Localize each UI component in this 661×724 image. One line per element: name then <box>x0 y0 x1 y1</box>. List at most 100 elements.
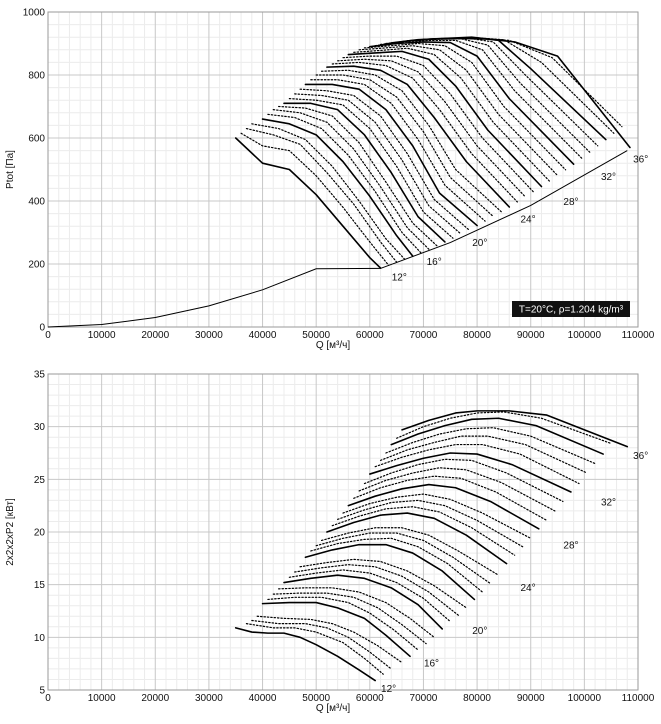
blade-angle-curve <box>347 50 543 188</box>
y-tick-label: 20 <box>34 528 46 539</box>
blade-angle-curve <box>272 592 427 645</box>
blade-angle-curve <box>320 527 500 576</box>
power-plot-frame <box>47 373 639 691</box>
blade-angle-curve <box>406 37 631 149</box>
blade-angle-curve <box>358 45 559 177</box>
blade-angle-curve <box>245 623 384 675</box>
x-tick-label: 30000 <box>195 330 223 341</box>
blade-angle-curve <box>358 467 556 512</box>
x-tick-label: 90000 <box>517 330 545 341</box>
x-tick-label: 90000 <box>517 693 545 704</box>
blade-angle-curve <box>315 532 492 585</box>
blade-angle-curve <box>369 452 572 493</box>
blade-angle-label: 24° <box>520 214 535 225</box>
blade-angle-curve <box>310 537 484 593</box>
y-tick-label: 400 <box>28 197 45 208</box>
blade-angle-curve <box>374 443 580 485</box>
system-resistance-curve <box>47 150 628 328</box>
blade-angle-curve <box>401 410 629 448</box>
blade-angle-curve <box>294 564 459 616</box>
x-tick-label: 0 <box>45 693 51 704</box>
blade-angle-curve <box>240 132 390 266</box>
y-tick-label: 30 <box>34 422 46 433</box>
x-tick-label: 40000 <box>249 330 277 341</box>
blade-angle-curve <box>347 483 540 530</box>
x-axis-label: Q [м³/ч] <box>316 340 351 351</box>
blade-angle-curve <box>342 493 532 539</box>
blade-angle-curve <box>363 458 564 503</box>
blade-angle-curve <box>304 543 476 601</box>
blade-angle-curve <box>326 65 511 208</box>
x-tick-label: 10000 <box>88 330 116 341</box>
x-tick-label: 110000 <box>622 330 655 341</box>
blade-angle-curve <box>283 574 444 630</box>
blade-angle-curve <box>385 37 599 147</box>
conditions-box <box>512 301 630 317</box>
x-tick-label: 60000 <box>356 693 384 704</box>
y-axis-label: 2x2x2xP2 [кВт] <box>5 498 16 566</box>
blade-angle-curve <box>396 411 612 445</box>
blade-angle-curve <box>379 435 588 474</box>
y-tick-label: 35 <box>34 370 46 381</box>
blade-angle-label: 16° <box>427 257 442 268</box>
power-curves <box>234 410 629 682</box>
y-axis-label: Ptot [Па] <box>5 150 16 189</box>
blade-angle-curve <box>294 93 462 235</box>
blade-angle-curve <box>315 74 494 218</box>
x-tick-label: 40000 <box>249 693 277 704</box>
blade-angle-curve <box>278 105 438 247</box>
y-tick-label: 200 <box>28 260 45 271</box>
x-tick-label: 10000 <box>88 693 116 704</box>
blade-angle-curve <box>390 417 604 455</box>
blade-angle-curve <box>283 102 446 243</box>
blade-angle-curve <box>363 42 567 171</box>
blade-angle-curve <box>369 41 575 165</box>
x-tick-label: 20000 <box>141 330 169 341</box>
blade-angle-curve <box>331 61 518 203</box>
conditions-label: T=20°C, ρ=1.204 kg/m³ <box>519 305 624 316</box>
pressure-flow-chart: 0 10000 20000 30000 40000 50000 60000 70000 8000… <box>5 8 655 352</box>
blade-angle-curve <box>251 619 392 670</box>
blade-angle-label: 28° <box>563 541 578 552</box>
blade-angle-curve <box>337 58 526 198</box>
pressure-major-grid <box>47 11 639 328</box>
y-tick-label: 600 <box>28 134 45 145</box>
blade-angle-label: 32° <box>601 497 616 508</box>
blade-angle-curve <box>234 137 382 269</box>
blade-angle-label: 24° <box>520 583 535 594</box>
x-tick-label: 60000 <box>356 330 384 341</box>
x-tick-label: 50000 <box>302 330 330 341</box>
pressure-minor-grid <box>48 12 638 327</box>
y-tick-label: 800 <box>28 71 45 82</box>
blade-angle-curve <box>245 127 398 263</box>
blade-angle-label: 36° <box>633 154 648 165</box>
x-tick-label: 50000 <box>302 693 330 704</box>
x-tick-label: 110000 <box>622 693 655 704</box>
blade-angle-curve <box>299 558 467 609</box>
blade-angle-label: 16° <box>424 659 439 670</box>
y-tick-label: 5 <box>39 686 45 697</box>
blade-angle-curve <box>272 109 430 250</box>
blade-angle-curve <box>278 587 435 638</box>
blade-angle-curve <box>251 123 406 260</box>
blade-angle-label: 28° <box>563 197 578 208</box>
blade-angle-curve <box>299 88 470 231</box>
y-tick-label: 10 <box>34 633 46 644</box>
x-axis-label: Q [м³/ч] <box>316 703 351 714</box>
blade-angle-label: 36° <box>633 451 648 462</box>
blade-angle-curve <box>234 627 376 682</box>
blade-angle-label: 32° <box>601 172 616 183</box>
blade-angle-curve <box>337 499 524 548</box>
x-tick-label: 0 <box>45 330 51 341</box>
y-tick-label: 25 <box>34 475 46 486</box>
blade-angle-label: 12° <box>381 684 396 695</box>
blade-angle-curve <box>353 475 548 522</box>
x-tick-label: 70000 <box>410 330 438 341</box>
blade-angle-curve <box>288 569 451 623</box>
blade-angle-curve <box>288 98 454 239</box>
x-tick-label: 80000 <box>463 330 491 341</box>
blade-angle-curve <box>326 512 508 565</box>
x-tick-label: 80000 <box>463 693 491 704</box>
blade-angle-curve <box>385 427 596 465</box>
